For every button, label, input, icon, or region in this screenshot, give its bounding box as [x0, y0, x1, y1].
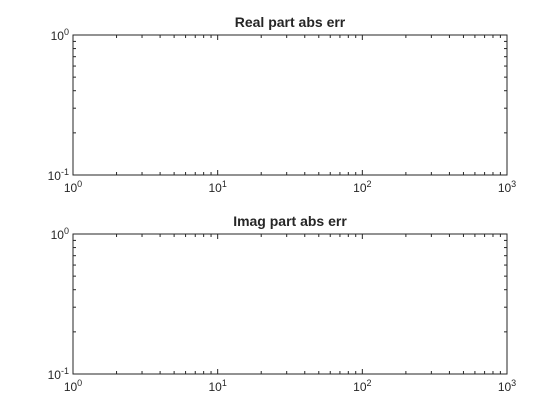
plot-area — [73, 35, 507, 175]
x-tick-label: 102 — [353, 378, 371, 394]
x-tick-label: 103 — [498, 378, 516, 394]
y-tick-label: 100 — [51, 226, 69, 242]
x-tick-label: 101 — [208, 378, 226, 394]
plot-area — [73, 234, 507, 374]
chart-title: Real part abs err — [235, 14, 346, 30]
x-tick-label: 103 — [498, 179, 516, 195]
x-tick-label: 100 — [64, 378, 82, 394]
x-tick-label: 102 — [353, 179, 371, 195]
chart-title: Imag part abs err — [233, 213, 347, 229]
y-tick-label: 100 — [51, 27, 69, 43]
x-tick-label: 100 — [64, 179, 82, 195]
x-tick-label: 101 — [208, 179, 226, 195]
